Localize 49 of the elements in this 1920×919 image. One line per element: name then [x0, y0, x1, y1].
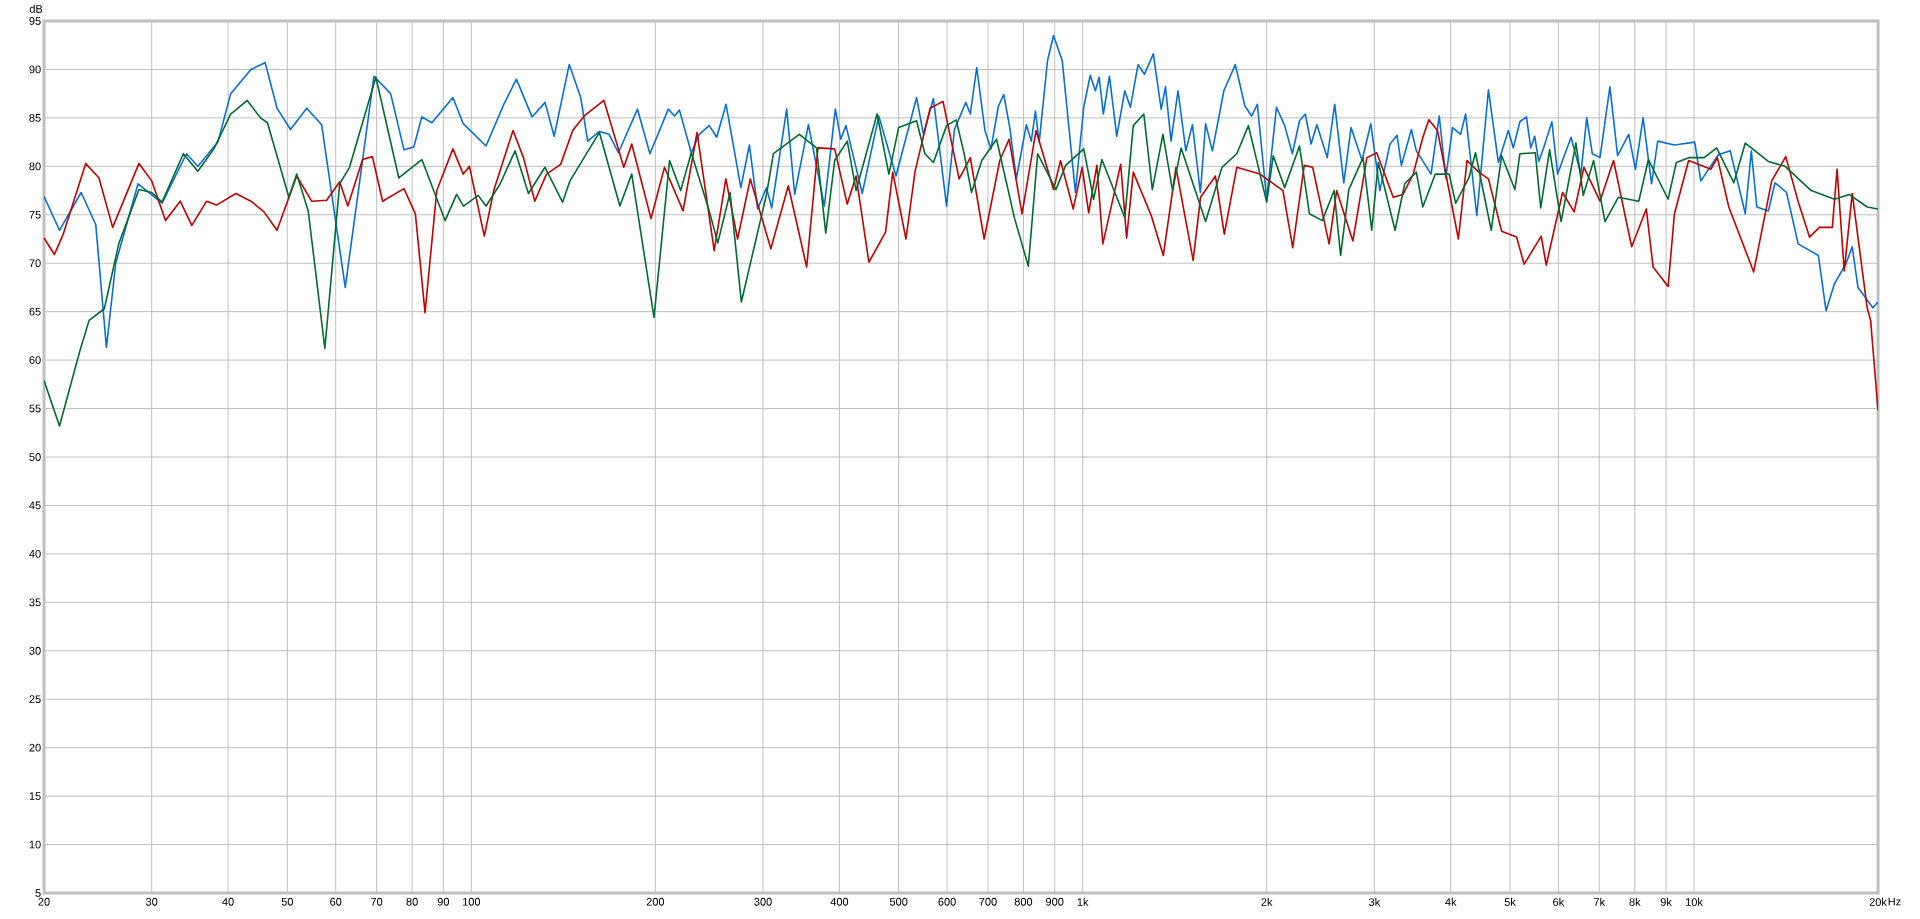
y-tick-label: 80 [29, 162, 41, 171]
x-tick-label: 80 [406, 897, 418, 906]
x-tick-label: 100 [463, 897, 481, 906]
y-tick-label: 70 [29, 259, 41, 268]
y-axis-title: dB [29, 4, 43, 13]
x-tick-label: 50 [281, 897, 293, 906]
x-tick-label: 30 [145, 897, 158, 906]
x-tick-label: 3k [1368, 897, 1381, 906]
x-tick-label: 400 [830, 897, 849, 906]
x-tick-label: 900 [1046, 897, 1064, 906]
x-tick-label: 20k [1869, 897, 1887, 906]
y-tick-label: 30 [29, 646, 41, 655]
y-tick-label: 95 [29, 17, 41, 25]
x-tick-label: 70 [371, 897, 383, 906]
x-tick-label: 60 [330, 897, 342, 906]
y-tick-label: 35 [29, 598, 41, 607]
x-tick-label: 9k [1660, 897, 1672, 906]
y-tick-label: 75 [29, 210, 41, 219]
x-tick-label: 600 [938, 897, 956, 906]
x-tick-label: 90 [437, 897, 450, 906]
x-tick-label: 800 [1014, 897, 1033, 906]
y-tick-label: 25 [29, 695, 41, 704]
x-tick-label: 8k [1629, 897, 1641, 906]
y-tick-label: 45 [29, 501, 41, 510]
x-tick-label: 10k [1685, 897, 1703, 906]
y-tick-label: 40 [29, 549, 41, 558]
y-tick-label: 55 [29, 404, 41, 413]
y-tick-label: 90 [29, 65, 41, 74]
x-tick-label: 4k [1445, 897, 1457, 906]
x-tick-label: 300 [754, 897, 772, 906]
x-tick-label: 200 [646, 897, 665, 906]
y-tick-label: 65 [29, 307, 41, 316]
y-tick-label: 85 [29, 113, 41, 122]
x-tick-label: 40 [222, 897, 234, 906]
x-tick-label: 1k [1077, 897, 1089, 906]
y-tick-label: 20 [29, 743, 41, 752]
y-tick-label: 60 [29, 356, 41, 364]
x-tick-label: 20 [38, 897, 50, 906]
y-tick-label: 10 [29, 840, 41, 849]
y-tick-label: 5 [35, 889, 41, 897]
x-tick-label: 5k [1504, 897, 1516, 906]
x-tick-label: 6k [1553, 897, 1565, 906]
x-tick-label: 500 [889, 897, 908, 906]
x-axis-title: Hz [1888, 897, 1901, 906]
x-tick-label: 7k [1594, 897, 1606, 906]
y-tick-label: 15 [29, 792, 41, 800]
y-tick-label: 50 [29, 453, 41, 461]
x-tick-label: 2k [1261, 897, 1273, 906]
x-tick-label: 700 [979, 897, 997, 906]
